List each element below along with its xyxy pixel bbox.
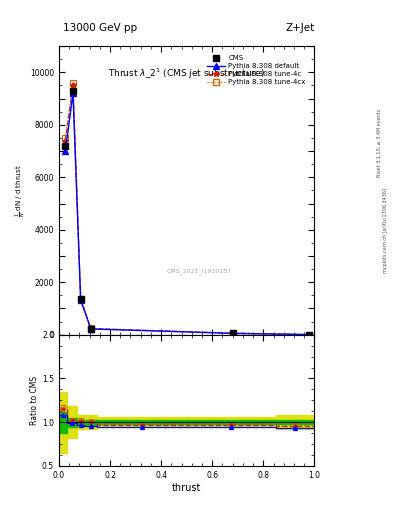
Text: Thrust $\lambda$_2$^1$ (CMS jet substructure): Thrust $\lambda$_2$^1$ (CMS jet substruc…: [108, 66, 265, 81]
Text: Z+Jet: Z+Jet: [285, 23, 314, 33]
Y-axis label: $\frac{1}{N}$ dN / d thrust: $\frac{1}{N}$ dN / d thrust: [14, 164, 28, 217]
Text: Rivet 3.1.10, ≥ 3.4M events: Rivet 3.1.10, ≥ 3.4M events: [377, 109, 382, 178]
Y-axis label: Ratio to CMS: Ratio to CMS: [30, 376, 39, 425]
Text: mcplots.cern.ch [arXiv:1306.3436]: mcplots.cern.ch [arXiv:1306.3436]: [383, 188, 387, 273]
Text: CMS_2021_I1920187: CMS_2021_I1920187: [167, 268, 232, 274]
Legend: CMS, Pythia 8.308 default, Pythia 8.308 tune-4c, Pythia 8.308 tune-4cx: CMS, Pythia 8.308 default, Pythia 8.308 …: [205, 52, 309, 88]
Text: 13000 GeV pp: 13000 GeV pp: [63, 23, 137, 33]
X-axis label: thrust: thrust: [172, 482, 201, 493]
